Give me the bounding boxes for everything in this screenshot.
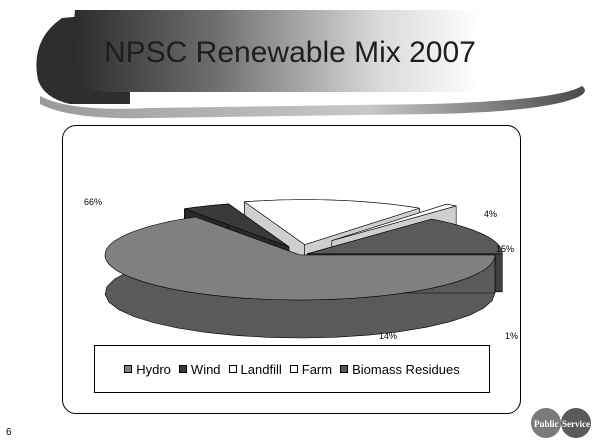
pie-slice-wind bbox=[184, 203, 290, 248]
legend-item-biomass-residues: Biomass Residues bbox=[340, 362, 460, 377]
legend-label-wind: Wind bbox=[190, 361, 221, 377]
legend-label-hydro: Hydro bbox=[136, 361, 171, 377]
legend-item-landfill: Landfill bbox=[228, 361, 282, 377]
legend-swatch-biomass-residues bbox=[340, 365, 349, 373]
data-label-farm: 1% bbox=[505, 331, 519, 341]
data-label-landfill: 15% bbox=[496, 244, 515, 254]
pie-slice-biomass-residues bbox=[307, 218, 503, 255]
legend-item-wind: Wind bbox=[178, 361, 221, 377]
legend-swatch-wind bbox=[178, 365, 187, 373]
pie-slice-hydro bbox=[104, 216, 496, 301]
pie-slice-landfill bbox=[243, 199, 420, 245]
legend-swatch-landfill bbox=[228, 365, 237, 373]
logo-text-service: Service bbox=[562, 419, 590, 429]
slide-title: NPSC Renewable Mix 2007 bbox=[104, 36, 476, 69]
data-label-hydro: 66% bbox=[84, 197, 103, 207]
slide-number: 6 bbox=[6, 427, 12, 438]
legend-item-farm: Farm bbox=[289, 361, 333, 377]
legend-label-biomass-residues: Biomass Residues bbox=[352, 361, 460, 377]
legend-label-landfill: Landfill bbox=[240, 361, 282, 377]
chart-legend: Hydro Wind Landfill Farm Biomass Residue… bbox=[94, 345, 490, 393]
data-label-biomass: 14% bbox=[379, 331, 398, 341]
legend-label-farm: Farm bbox=[301, 361, 333, 377]
legend-swatch-hydro bbox=[124, 365, 133, 373]
pie-slice-farm bbox=[331, 203, 457, 241]
logo-text-public: Public bbox=[534, 419, 559, 429]
data-label-wind: 4% bbox=[484, 209, 498, 219]
public-service-logo: Public Service bbox=[531, 408, 591, 438]
title-banner-graphic bbox=[36, 10, 585, 119]
legend-item-hydro: Hydro bbox=[124, 362, 171, 377]
legend-swatch-farm bbox=[289, 365, 298, 373]
